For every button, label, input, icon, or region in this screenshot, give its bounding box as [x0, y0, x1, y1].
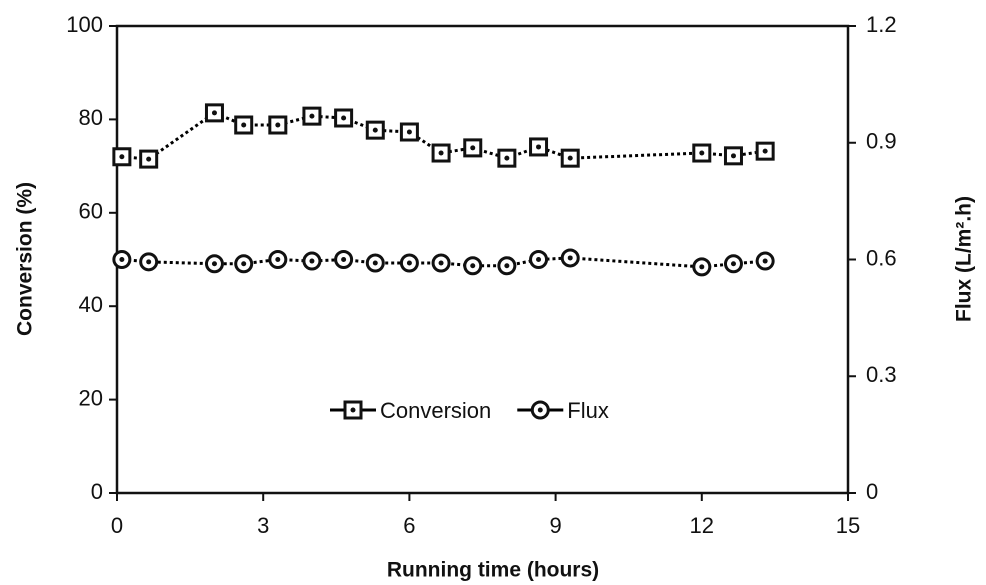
square-marker — [112, 147, 132, 167]
y-tick-label: 80 — [79, 105, 103, 130]
circle-marker — [431, 253, 451, 273]
square-marker — [365, 120, 385, 140]
legend-label: Conversion — [380, 398, 491, 423]
marker-dot — [438, 150, 444, 156]
circle-marker — [529, 250, 549, 269]
square-marker — [343, 400, 363, 420]
marker-dot — [341, 257, 347, 262]
marker-dot — [762, 258, 768, 264]
marker-dot — [730, 153, 736, 159]
x-tick-label: 6 — [403, 513, 415, 538]
marker-dot — [341, 115, 347, 121]
x-tick-label: 15 — [836, 513, 860, 538]
circle-marker — [234, 254, 254, 274]
marker-dot — [309, 258, 315, 264]
square-marker — [399, 122, 419, 142]
marker-dot — [504, 155, 510, 161]
square-marker — [431, 143, 451, 163]
circle-marker — [112, 250, 132, 269]
legend-label: Flux — [567, 398, 609, 423]
circle-marker — [268, 250, 288, 269]
y-tick-label: 40 — [79, 292, 103, 317]
y2-tick-label: 0.6 — [866, 245, 897, 270]
marker-dot — [730, 261, 736, 267]
marker-dot — [372, 127, 378, 133]
marker-dot — [146, 259, 152, 265]
marker-dot — [470, 263, 476, 269]
circle-marker — [463, 256, 483, 276]
circle-marker — [139, 252, 159, 272]
marker-dot — [470, 145, 476, 151]
circle-marker — [692, 257, 712, 277]
circle-marker — [560, 248, 580, 268]
square-marker — [463, 138, 483, 158]
marker-dot — [406, 129, 412, 135]
y2-tick-label: 1.2 — [866, 12, 897, 37]
marker-dot — [119, 257, 125, 262]
circle-marker — [723, 254, 743, 274]
y-tick-label: 100 — [66, 12, 103, 37]
x-axis-label: Running time (hours) — [387, 559, 599, 582]
circle-marker — [365, 253, 385, 273]
y2-tick-label: 0 — [866, 479, 878, 504]
square-marker — [723, 146, 743, 166]
marker-dot — [309, 113, 315, 119]
x-tick-label: 0 — [111, 513, 123, 538]
square-marker — [334, 108, 354, 128]
y-tick-label: 20 — [79, 385, 103, 410]
marker-dot — [504, 263, 510, 269]
circle-marker — [204, 254, 224, 274]
square-marker — [497, 148, 517, 168]
x-tick-label: 12 — [690, 513, 714, 538]
circle-marker — [497, 256, 517, 276]
x-tick-label: 9 — [549, 513, 561, 538]
circle-marker — [755, 251, 775, 271]
y2-tick-label: 0.3 — [866, 362, 897, 387]
marker-dot — [762, 148, 768, 154]
circle-marker — [399, 253, 419, 273]
y2-tick-label: 0.9 — [866, 129, 897, 154]
x-tick-label: 3 — [257, 513, 269, 538]
square-marker — [560, 148, 580, 168]
marker-dot — [438, 260, 444, 266]
y2-axis-label: Flux (L/m².h) — [953, 196, 976, 322]
square-marker — [204, 103, 224, 123]
circle-marker — [302, 251, 322, 271]
marker-dot — [275, 257, 281, 262]
marker-dot — [211, 261, 217, 267]
circle-marker — [530, 400, 550, 420]
y-tick-label: 60 — [79, 199, 103, 224]
y-axis-label: Conversion (%) — [14, 182, 37, 336]
marker-dot — [211, 110, 217, 116]
square-marker — [529, 137, 549, 157]
square-marker — [692, 143, 712, 163]
marker-dot — [406, 260, 412, 266]
marker-dot — [241, 261, 247, 267]
marker-dot — [699, 150, 705, 156]
marker-dot — [275, 122, 281, 128]
square-marker — [755, 141, 775, 161]
square-marker — [139, 149, 159, 169]
marker-dot — [146, 156, 152, 162]
marker-dot — [536, 257, 542, 262]
marker-dot — [241, 122, 247, 128]
marker-dot — [537, 407, 543, 413]
circle-marker — [334, 250, 354, 269]
marker-dot — [536, 144, 542, 150]
marker-dot — [567, 255, 573, 261]
marker-dot — [350, 407, 356, 413]
marker-dot — [699, 264, 705, 270]
square-marker — [302, 106, 322, 126]
marker-dot — [372, 260, 378, 266]
square-marker — [268, 115, 288, 135]
square-marker — [234, 115, 254, 135]
marker-dot — [567, 155, 573, 161]
y-tick-label: 0 — [91, 479, 103, 504]
marker-dot — [119, 154, 125, 160]
